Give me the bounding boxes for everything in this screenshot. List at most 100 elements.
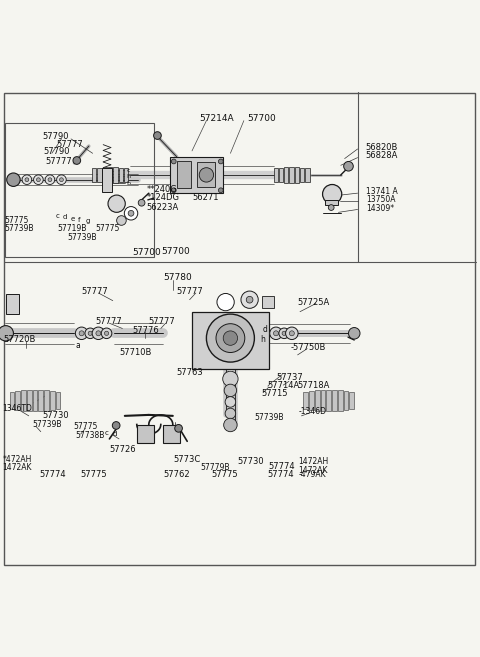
Text: 57775: 57775 [5, 216, 29, 225]
Bar [44, 390, 49, 411]
Circle shape [128, 210, 134, 216]
Text: b: b [126, 181, 130, 185]
Circle shape [57, 175, 66, 185]
Text: 57774: 57774 [268, 470, 294, 480]
Text: 57700: 57700 [247, 114, 276, 123]
Text: 57762: 57762 [163, 470, 190, 480]
Circle shape [217, 294, 234, 311]
Text: c: c [105, 430, 108, 436]
Text: 57774: 57774 [39, 470, 66, 480]
Circle shape [92, 327, 105, 340]
Bar [300, 168, 304, 182]
Text: 57777: 57777 [177, 287, 204, 296]
Text: h: h [260, 334, 265, 344]
Bar [92, 168, 96, 181]
Text: 57738B: 57738B [76, 430, 105, 440]
Bar [170, 156, 223, 193]
Text: 57777: 57777 [82, 287, 108, 296]
Circle shape [85, 328, 96, 338]
Circle shape [112, 422, 120, 429]
Text: 57700: 57700 [161, 247, 190, 256]
Bar [349, 392, 354, 409]
Text: 57730: 57730 [42, 411, 69, 420]
Bar [284, 168, 288, 183]
Circle shape [105, 331, 108, 336]
Circle shape [216, 324, 245, 353]
Text: 56223A: 56223A [146, 203, 179, 212]
Circle shape [289, 331, 294, 336]
Text: 57730: 57730 [238, 457, 264, 466]
Circle shape [270, 327, 282, 340]
Circle shape [218, 188, 223, 193]
Text: d: d [62, 214, 67, 220]
Bar [113, 168, 118, 183]
Bar [33, 390, 37, 411]
Bar [38, 390, 43, 411]
Circle shape [171, 188, 176, 193]
Text: 57774: 57774 [269, 463, 295, 471]
Text: 57777: 57777 [95, 317, 122, 327]
Bar [295, 168, 299, 183]
Bar [344, 391, 348, 410]
Circle shape [101, 328, 112, 338]
Text: d: d [263, 325, 268, 334]
Circle shape [241, 291, 258, 308]
Text: 57700: 57700 [132, 248, 161, 257]
Bar [124, 168, 128, 181]
Text: 57710B: 57710B [119, 348, 151, 357]
Bar [289, 168, 294, 183]
Text: 57715: 57715 [262, 389, 288, 397]
Text: 57776: 57776 [132, 326, 159, 335]
Text: 57718A: 57718A [298, 380, 330, 390]
Circle shape [206, 314, 254, 362]
Circle shape [75, 327, 88, 340]
Text: 57726: 57726 [109, 445, 136, 454]
Circle shape [224, 384, 237, 397]
Text: 1472AK: 1472AK [2, 463, 32, 472]
Text: h: h [126, 174, 130, 179]
Circle shape [223, 371, 238, 386]
Circle shape [124, 206, 138, 220]
Bar [6, 294, 19, 314]
Circle shape [117, 215, 126, 225]
Text: 13741 A: 13741 A [366, 187, 397, 196]
Circle shape [218, 159, 223, 164]
Text: -1346D: -1346D [299, 407, 326, 416]
Circle shape [171, 159, 176, 164]
Circle shape [34, 175, 43, 185]
Text: g: g [85, 219, 90, 225]
Circle shape [7, 173, 20, 187]
Text: 57720B: 57720B [4, 334, 36, 344]
Circle shape [154, 131, 161, 139]
Circle shape [25, 178, 29, 181]
Text: 57737: 57737 [276, 373, 303, 382]
Circle shape [282, 331, 286, 336]
Bar [119, 168, 123, 182]
Bar [309, 391, 314, 410]
Circle shape [246, 296, 253, 303]
Text: 57775: 57775 [211, 470, 238, 480]
Circle shape [36, 178, 40, 181]
Circle shape [73, 156, 81, 164]
Bar [262, 296, 274, 308]
Text: 56828A: 56828A [366, 151, 398, 160]
Text: e: e [71, 215, 75, 221]
Circle shape [274, 331, 278, 336]
Bar [108, 168, 112, 183]
Text: *124DG: *124DG [146, 193, 180, 202]
Circle shape [88, 331, 92, 336]
Circle shape [79, 331, 84, 336]
Text: -479AK: -479AK [299, 470, 326, 480]
Text: **240G: **240G [146, 185, 177, 194]
Text: 57775: 57775 [73, 422, 97, 431]
Text: 57739B: 57739B [254, 413, 284, 422]
Bar [332, 390, 337, 411]
Text: 57777: 57777 [46, 157, 72, 166]
Circle shape [328, 205, 334, 210]
Circle shape [344, 162, 353, 171]
Text: 57714A: 57714A [268, 380, 300, 390]
Text: 57779B: 57779B [201, 463, 230, 472]
Bar [197, 162, 215, 187]
Bar [326, 390, 331, 411]
Bar [192, 311, 269, 369]
